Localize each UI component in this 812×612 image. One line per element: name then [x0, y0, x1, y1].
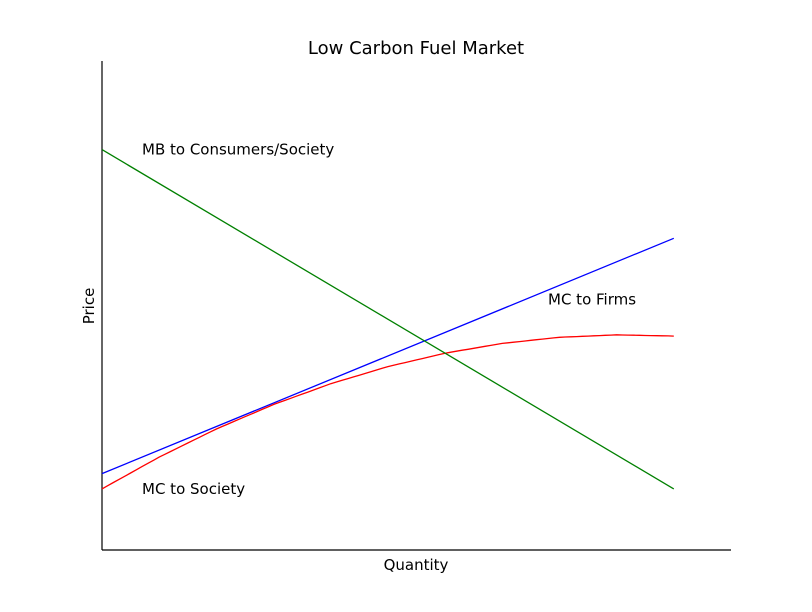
annotation-mb-to-consumers-society: MB to Consumers/Society [142, 141, 334, 159]
series-line-mc-to-firms [101, 237, 675, 475]
annotation-mc-to-society: MC to Society [142, 480, 245, 498]
plot-series [101, 149, 675, 490]
chart-title: Low Carbon Fuel Market [308, 38, 524, 59]
y-axis-label: Price [80, 288, 98, 325]
x-axis-label: Quantity [384, 556, 449, 574]
plot-annotations: MB to Consumers/Society MC to Firms MC to … [142, 141, 636, 498]
annotation-mc-to-firms: MC to Firms [548, 290, 636, 308]
series-line-mc-to-society [101, 334, 674, 490]
series-line-mb-to-consumers-society [101, 149, 675, 490]
